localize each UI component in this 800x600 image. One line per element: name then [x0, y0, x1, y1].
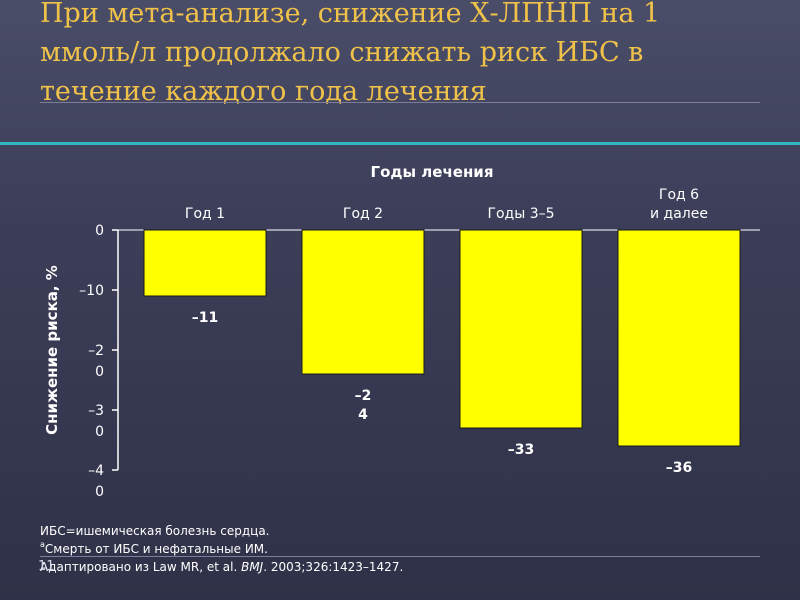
footnotes: ИБС=ишемическая болезнь сердца. aСмерть …	[40, 522, 760, 576]
footnote-source-prefix: Адаптировано из Law MR, et al.	[40, 560, 242, 574]
footnote-source-suffix: . 2003;326:1423–1427.	[263, 560, 404, 574]
bar	[459, 229, 583, 429]
value-label: –2 4	[355, 388, 372, 423]
footer-divider	[40, 556, 760, 557]
y-tick-label: –3 0	[88, 403, 104, 440]
category-label: Год 2	[343, 206, 383, 222]
bar	[143, 229, 267, 297]
page-number: 11	[38, 559, 55, 574]
footnote-abbreviation: ИБС=ишемическая болезнь сердца.	[40, 524, 270, 538]
value-label: –11	[192, 310, 218, 326]
category-label: Год 1	[185, 206, 225, 222]
footnote-marker: a	[40, 540, 45, 549]
value-label: –33	[508, 442, 534, 458]
y-tick-label: –10	[79, 283, 104, 299]
y-tick-label: 0	[95, 223, 104, 239]
value-label: –36	[666, 460, 692, 476]
bar	[617, 229, 741, 447]
title-accent-rule	[0, 142, 800, 145]
y-tick-label: –2 0	[88, 343, 104, 380]
y-axis-label: Снижение риска, %	[43, 265, 61, 435]
footnote-source: Адаптировано из Law MR, et al. BMJ. 2003…	[40, 558, 760, 576]
bar	[301, 229, 425, 375]
footnote-source-journal: BMJ	[241, 560, 264, 574]
chart-title: Годы лечения	[371, 163, 494, 181]
slide-title: При мета-анализе, снижение Х-ЛПНП на 1 м…	[40, 0, 661, 107]
footnote-definition: aСмерть от ИБС и нефатальные ИМ.	[40, 540, 760, 558]
title-divider	[40, 102, 760, 103]
footnote-definition-text: Смерть от ИБС и нефатальные ИМ.	[44, 542, 268, 556]
category-label: Годы 3–5	[487, 206, 554, 222]
y-tick-label: –4 0	[88, 463, 104, 500]
